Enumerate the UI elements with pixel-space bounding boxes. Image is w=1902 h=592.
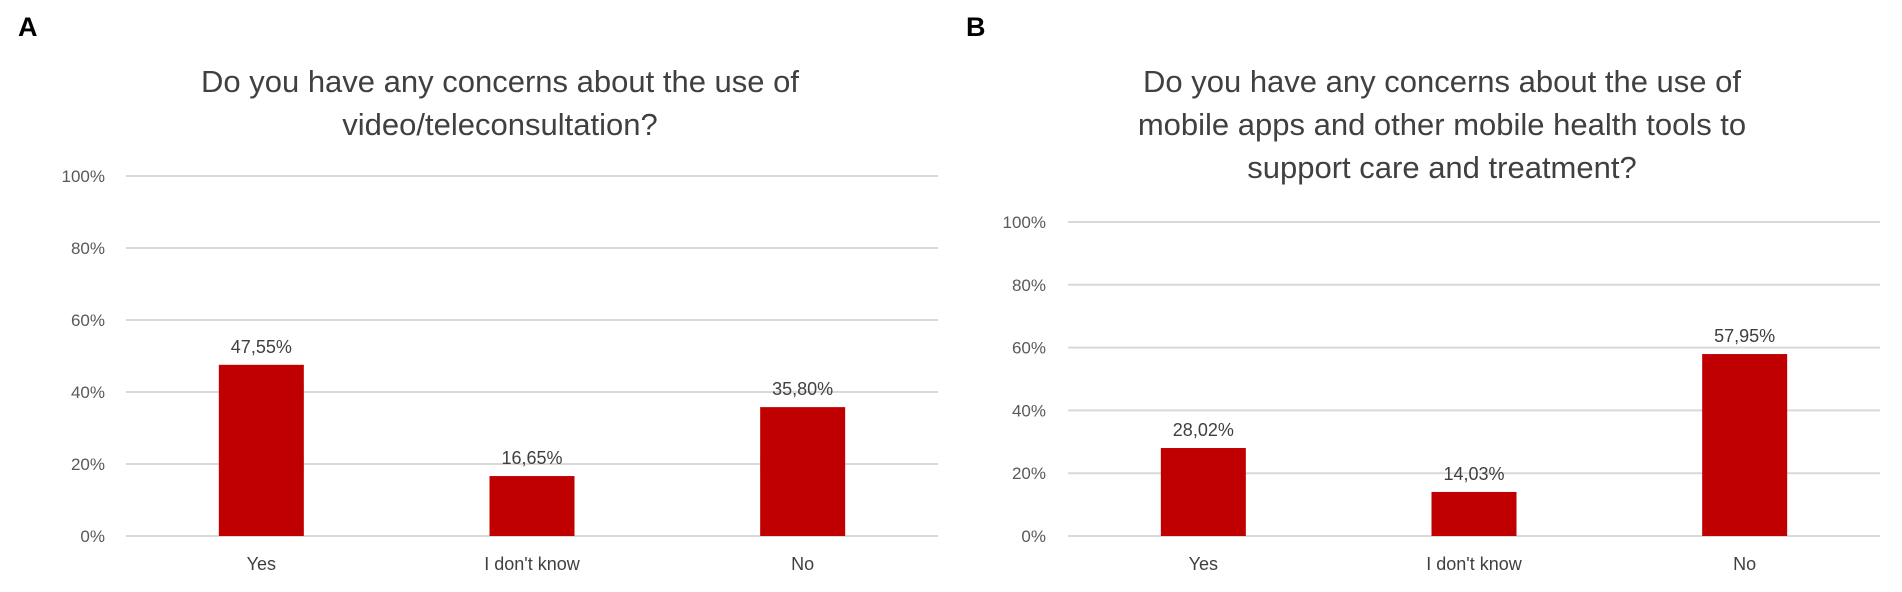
category-label: Yes bbox=[1189, 554, 1218, 574]
bar bbox=[218, 364, 304, 536]
data-label: 14,03% bbox=[1443, 464, 1504, 484]
chart-title-line: mobile apps and other mobile health tool… bbox=[1138, 107, 1746, 142]
panel-letter-a: A bbox=[18, 12, 38, 42]
chart-title-line: Do you have any concerns about the use o… bbox=[201, 64, 799, 99]
bar bbox=[1160, 448, 1246, 536]
category-label: Yes bbox=[247, 554, 276, 574]
bar bbox=[1702, 354, 1788, 536]
bar bbox=[1431, 491, 1517, 536]
y-tick-label: 100% bbox=[1003, 213, 1046, 232]
chart-title-line: video/teleconsultation? bbox=[342, 107, 657, 142]
y-tick-label: 60% bbox=[1012, 339, 1046, 358]
bar bbox=[760, 407, 846, 536]
panel-letter-b: B bbox=[966, 12, 986, 42]
y-tick-label: 40% bbox=[1012, 401, 1046, 420]
data-label: 28,02% bbox=[1173, 420, 1234, 440]
bar bbox=[489, 476, 575, 536]
y-tick-label: 60% bbox=[71, 311, 105, 330]
category-label: No bbox=[1733, 554, 1756, 574]
y-tick-label: 0% bbox=[1021, 527, 1046, 546]
data-label: 57,95% bbox=[1714, 326, 1775, 346]
chart-title-line: support care and treatment? bbox=[1247, 150, 1636, 185]
chart-title-line: Do you have any concerns about the use o… bbox=[1143, 64, 1741, 99]
y-tick-label: 20% bbox=[71, 455, 105, 474]
y-tick-label: 80% bbox=[71, 239, 105, 258]
y-tick-label: 100% bbox=[62, 167, 105, 186]
category-label: No bbox=[791, 554, 814, 574]
y-tick-label: 20% bbox=[1012, 464, 1046, 483]
data-label: 16,65% bbox=[501, 448, 562, 468]
category-label: I don't know bbox=[1426, 554, 1522, 574]
y-tick-label: 40% bbox=[71, 383, 105, 402]
data-label: 47,55% bbox=[231, 337, 292, 357]
data-label: 35,80% bbox=[772, 379, 833, 399]
category-label: I don't know bbox=[484, 554, 580, 574]
y-tick-label: 0% bbox=[80, 527, 105, 546]
y-tick-label: 80% bbox=[1012, 276, 1046, 295]
